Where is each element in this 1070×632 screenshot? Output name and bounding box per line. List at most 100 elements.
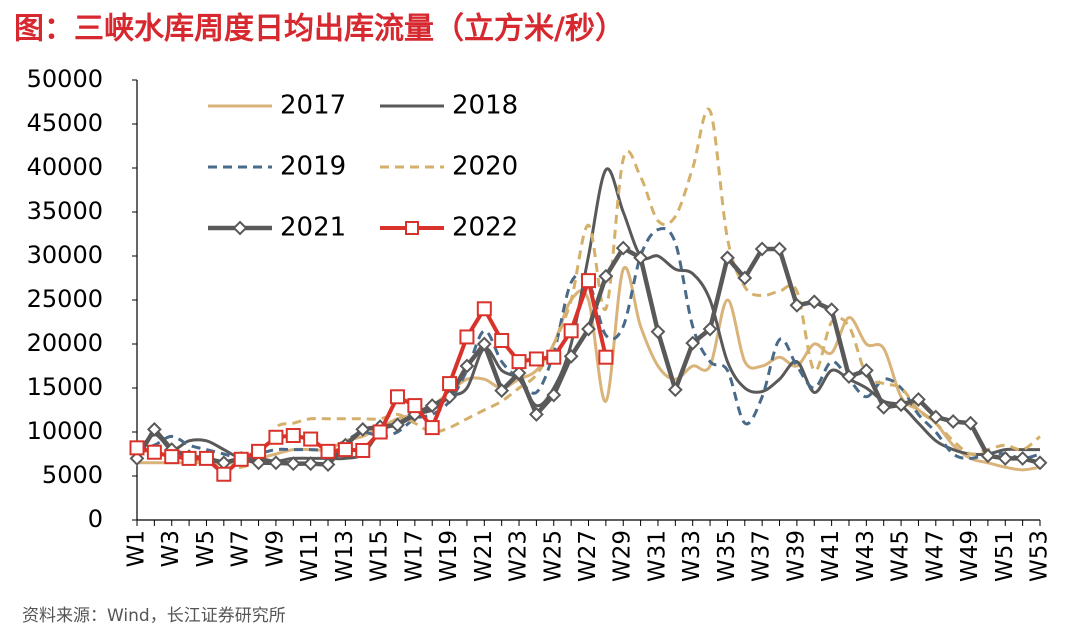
- series-line: [137, 265, 1041, 472]
- point-marker: [667, 382, 683, 398]
- point-marker: [685, 335, 701, 351]
- y-tick-label: 15000: [27, 373, 103, 401]
- y-tick-label: 20000: [27, 329, 103, 357]
- point-marker: [928, 409, 944, 425]
- x-tick-label: W29: [610, 530, 636, 582]
- x-tick-label: W49: [957, 530, 983, 582]
- point-marker: [146, 444, 162, 460]
- point-marker: [337, 442, 353, 458]
- point-marker: [494, 383, 510, 399]
- point-marker: [511, 354, 527, 370]
- point-marker: [232, 220, 248, 236]
- point-marker: [615, 240, 631, 256]
- point-marker: [528, 406, 544, 422]
- point-marker: [789, 297, 805, 313]
- y-tick-label: 30000: [27, 241, 103, 269]
- point-marker: [285, 456, 301, 472]
- point-marker: [772, 241, 787, 257]
- x-tick-label: W27: [575, 530, 601, 582]
- point-marker: [858, 362, 874, 378]
- x-tick-label: W9: [262, 530, 288, 567]
- point-marker: [1015, 450, 1031, 466]
- x-tick-label: W13: [332, 530, 358, 582]
- point-marker: [405, 221, 419, 235]
- x-tick-label: W25: [540, 530, 566, 582]
- x-tick-label: W1: [124, 530, 150, 567]
- point-marker: [303, 431, 319, 447]
- point-marker: [720, 250, 735, 266]
- y-tick-label: 35000: [27, 197, 103, 225]
- x-tick-label: W19: [436, 530, 462, 582]
- series-line: [136, 107, 1041, 470]
- point-marker: [997, 450, 1013, 466]
- point-marker: [355, 421, 371, 437]
- x-tick-label: W7: [228, 530, 254, 567]
- point-marker: [355, 442, 371, 458]
- chart-title: 图：三峡水库周度日均出库流量（立方米/秒）: [14, 12, 625, 47]
- y-tick-label: 5000: [42, 461, 103, 489]
- point-marker: [963, 415, 978, 431]
- legend-label: 2022: [452, 213, 518, 243]
- x-tick-label: W17: [401, 530, 427, 582]
- point-marker: [129, 440, 145, 456]
- point-marker: [1032, 455, 1048, 471]
- point-marker: [581, 273, 596, 289]
- point-marker: [146, 421, 162, 437]
- point-marker: [633, 250, 649, 266]
- y-tick-label: 40000: [27, 153, 103, 181]
- point-marker: [476, 336, 492, 352]
- point-marker: [285, 428, 301, 444]
- point-marker: [494, 332, 510, 348]
- point-marker: [268, 429, 284, 445]
- point-marker: [216, 466, 232, 482]
- point-marker: [528, 351, 544, 367]
- source-note: 资料来源：Wind，长江证券研究所: [22, 606, 286, 626]
- point-marker: [911, 392, 926, 407]
- x-tick-label: W45: [888, 530, 914, 582]
- point-marker: [459, 358, 475, 374]
- point-marker: [320, 443, 336, 459]
- point-marker: [563, 323, 579, 339]
- legend-label: 2021: [280, 213, 346, 243]
- x-tick-label: W5: [193, 530, 219, 567]
- point-marker: [424, 420, 440, 436]
- legend-label: 2018: [452, 91, 518, 121]
- point-marker: [424, 398, 440, 414]
- x-tick-label: W15: [367, 530, 393, 582]
- point-marker: [546, 387, 562, 403]
- x-tick-label: W47: [922, 530, 948, 582]
- point-marker: [442, 376, 458, 392]
- point-marker: [389, 389, 405, 405]
- y-tick-label: 50000: [27, 65, 103, 93]
- point-marker: [824, 302, 840, 318]
- x-tick-label: W35: [714, 530, 740, 582]
- point-marker: [390, 417, 405, 433]
- point-marker: [320, 457, 336, 472]
- point-marker: [198, 450, 214, 466]
- point-marker: [251, 443, 267, 459]
- legend-label: 2017: [280, 91, 346, 121]
- point-marker: [233, 451, 249, 467]
- x-tick-label: W23: [506, 530, 532, 582]
- point-marker: [841, 369, 857, 384]
- x-tick-label: W11: [297, 530, 323, 582]
- x-tick-label: W31: [644, 530, 670, 582]
- point-marker: [876, 399, 892, 415]
- x-tick-label: W39: [783, 530, 809, 582]
- point-marker: [303, 456, 319, 472]
- x-tick-label: W53: [1027, 530, 1053, 582]
- series-line: [135, 167, 1040, 463]
- point-marker: [251, 455, 266, 471]
- x-tick-label: W51: [992, 530, 1018, 582]
- point-marker: [598, 268, 614, 284]
- point-marker: [806, 294, 822, 310]
- y-tick-label: 45000: [27, 109, 103, 137]
- y-tick-label: 25000: [27, 285, 103, 313]
- point-marker: [754, 241, 770, 257]
- legend-label: 2019: [280, 152, 346, 182]
- point-marker: [893, 397, 909, 413]
- point-marker: [650, 324, 666, 340]
- x-tick-label: W21: [471, 530, 497, 582]
- point-marker: [372, 424, 388, 440]
